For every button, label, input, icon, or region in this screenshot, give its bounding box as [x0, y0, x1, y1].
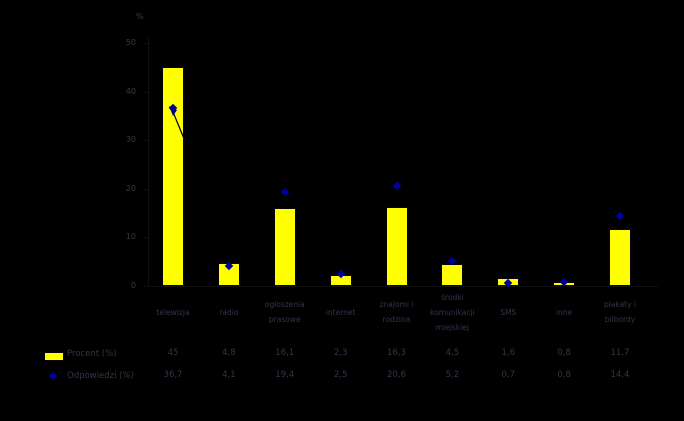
table-value-s1-c8: 0,8: [557, 348, 571, 358]
legend-marker-label: Odpowiedzi (%): [67, 371, 134, 381]
y-tick-mark: [144, 43, 148, 44]
y-tick-mark: [144, 188, 148, 190]
y-tick-label: 50: [125, 38, 136, 47]
y-tick-label: 10: [125, 232, 136, 242]
y-axis-unit-label: %: [136, 12, 144, 21]
y-tick-label: 0: [130, 281, 136, 290]
table-value-s2-c9: 14,4: [610, 370, 630, 380]
y-tick-mark: [144, 140, 148, 142]
category-label-9: plakaty i bilbordy: [603, 300, 637, 324]
legend-bar-swatch: [44, 352, 64, 361]
bar-5: [385, 206, 408, 286]
table-value-s1-c3: 16,1: [275, 348, 295, 358]
table-value-s2-c3: 19,4: [275, 370, 295, 380]
table-value-s2-c6: 5,2: [445, 370, 460, 380]
y-tick-label: 20: [125, 183, 136, 193]
category-label-6: środki komunikacji miejskiej: [430, 292, 475, 332]
category-label-4: internet: [325, 307, 356, 317]
table-value-s2-c4: 2,5: [333, 370, 348, 380]
y-axis-line: [148, 38, 149, 287]
table-value-s1-c9: 11,7: [610, 348, 630, 358]
y-tick-mark: [144, 237, 148, 239]
table-value-s2-c8: 0,8: [557, 370, 571, 380]
category-label-2: radio: [219, 307, 239, 317]
y-tick-mark: [144, 91, 148, 93]
category-label-7: SMS: [500, 307, 517, 317]
table-value-s2-c1: 36,7: [163, 370, 183, 380]
table-value-s1-c4: 2,3: [333, 348, 348, 358]
bar-1: [162, 67, 184, 286]
y-tick-label: 40: [125, 86, 136, 96]
table-value-s1-c1: 45: [167, 348, 179, 358]
category-label-5: znajomi i rodzina: [379, 300, 414, 324]
table-value-s2-c2: 4,1: [222, 370, 236, 380]
bar-9: [609, 229, 631, 286]
table-value-s1-c2: 4,8: [222, 348, 236, 358]
category-label-1: telewizja: [156, 307, 190, 317]
table-value-s1-c7: 1,6: [501, 348, 516, 358]
legend-bar-label: Procent (%): [67, 349, 117, 359]
table-value-s2-c5: 20,6: [387, 370, 406, 380]
x-axis-line: [148, 286, 658, 287]
y-tick-mark: [144, 286, 148, 287]
category-label-3: ogłoszenia prasowe: [264, 300, 305, 324]
category-label-8: inne: [556, 307, 573, 317]
bar-3: [273, 207, 296, 286]
table-value-s1-c6: 4,5: [445, 348, 460, 358]
table-value-s2-c7: 0,7: [501, 370, 516, 380]
table-value-s1-c5: 16,3: [387, 348, 406, 358]
y-tick-label: 30: [125, 135, 136, 145]
